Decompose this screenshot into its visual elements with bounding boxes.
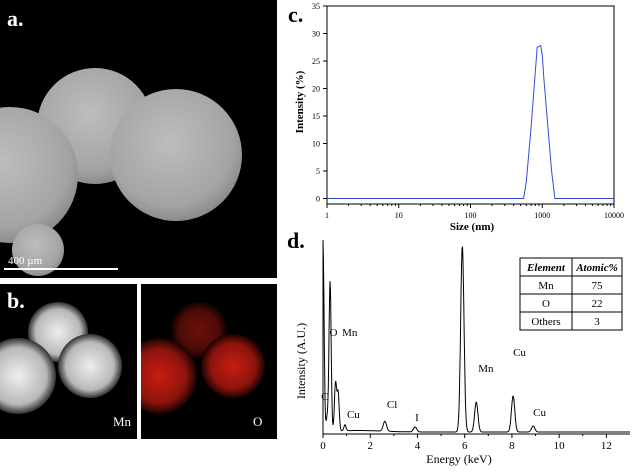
map-label-o: O xyxy=(253,414,263,429)
x-tick-label: 8 xyxy=(509,440,515,452)
peak-label: Cu xyxy=(533,407,546,419)
peak-label: I xyxy=(415,412,419,424)
size-distribution-line xyxy=(327,44,614,199)
y-tick-label: 5 xyxy=(316,167,320,176)
x-tick-label: 10 xyxy=(554,440,566,452)
y-tick-label: 25 xyxy=(312,57,320,66)
x-tick-label: 2 xyxy=(367,440,373,452)
peak-label: Cl xyxy=(387,399,397,411)
table-cell: 3 xyxy=(594,316,600,328)
x-tick-label: 1 xyxy=(325,211,329,220)
y-tick-label: 10 xyxy=(312,140,320,149)
panel-label-b: b. xyxy=(7,288,25,313)
y-tick-label: 0 xyxy=(316,195,320,204)
scale-bar-label: 400 µm xyxy=(8,255,43,267)
o-map-panel: O xyxy=(121,284,277,439)
table-header: Atomic% xyxy=(575,262,618,274)
x-tick-label: 0 xyxy=(320,440,326,452)
x-tick-label: 10000 xyxy=(604,211,624,220)
particle xyxy=(110,89,242,221)
dls-chart: Intensity (%) Size (nm) 1 10 100 1000 10000 0… xyxy=(294,2,624,233)
panel-label-a: a. xyxy=(7,6,24,31)
y-tick-label: 35 xyxy=(312,2,320,11)
x-tick-label: 12 xyxy=(601,440,612,452)
table-header: Element xyxy=(526,262,566,274)
peak-label: Cu xyxy=(347,409,360,421)
table-cell: 22 xyxy=(592,298,603,310)
eds-chart-panel: d. Intensity (A.U.) Energy (keV) 0 2 4 6 8 10… xyxy=(284,57,634,468)
x-tick-label: 100 xyxy=(465,211,477,220)
y-axis-label: Intensity (%) xyxy=(294,70,306,133)
y-axis-label: Intensity (A.U.) xyxy=(294,323,308,399)
sem-image-panel: 400 µm a. xyxy=(0,0,277,278)
x-axis-label: Size (nm) xyxy=(450,221,495,233)
sem-image: 400 µm xyxy=(0,68,242,276)
peak-label: O xyxy=(330,327,338,339)
peak-label: Mn xyxy=(478,363,494,375)
peak-label: C xyxy=(321,391,328,403)
table-cell: 75 xyxy=(592,280,604,292)
y-tick-label: 20 xyxy=(312,85,320,94)
x-tick-label: 1000 xyxy=(534,211,550,220)
spectrum-line xyxy=(322,241,630,433)
x-tick-label: 6 xyxy=(462,440,468,452)
eds-chart: Intensity (A.U.) Energy (keV) 0 2 4 6 8 10 12C… xyxy=(294,57,630,466)
table-cell: Mn xyxy=(538,280,554,292)
x-tick-label: 10 xyxy=(395,211,403,220)
peak-label: Mn xyxy=(342,327,358,339)
mn-map-panel: b. Mn xyxy=(0,284,137,439)
particle xyxy=(12,224,64,276)
x-axis-label: Energy (keV) xyxy=(426,452,491,466)
panel-label-c: c. xyxy=(288,2,304,27)
dls-chart-panel: c. Intensity (%) Size (nm) 1 10 100 1000 100… xyxy=(284,0,634,236)
particle xyxy=(0,107,78,243)
mn-map xyxy=(0,302,122,414)
plot-frame xyxy=(326,5,615,205)
panel-label-d: d. xyxy=(287,228,305,253)
peak-label: Cu xyxy=(513,347,526,359)
table-cell: Others xyxy=(531,316,560,328)
x-tick-label: 4 xyxy=(415,440,421,452)
y-tick-label: 15 xyxy=(312,112,320,121)
y-tick-label: 30 xyxy=(312,30,320,39)
map-label-mn: Mn xyxy=(113,414,132,429)
table-cell: O xyxy=(542,298,550,310)
